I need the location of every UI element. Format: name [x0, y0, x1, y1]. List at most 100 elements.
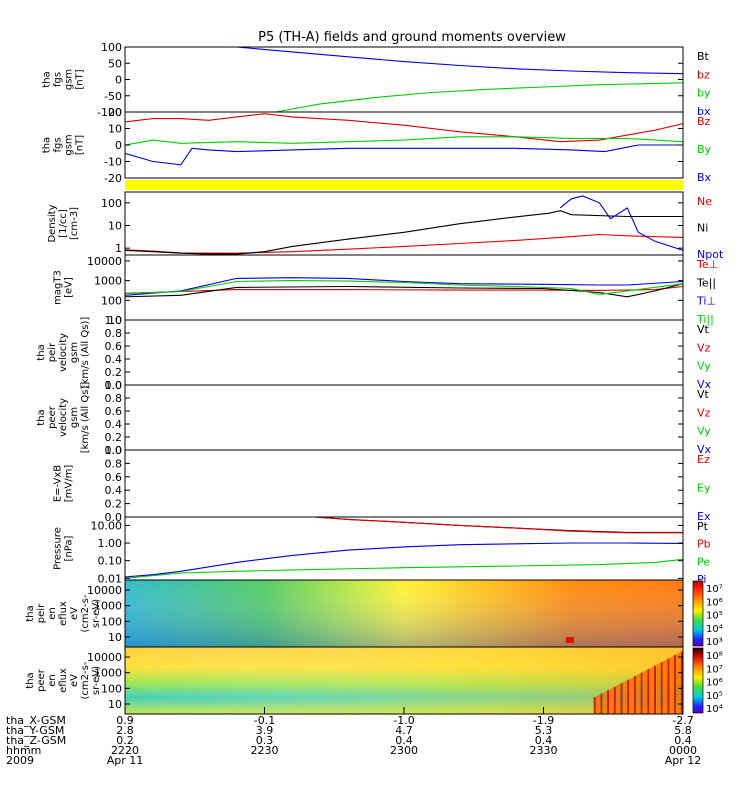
footer-label: 2009 — [6, 754, 34, 767]
x-tick-label: -1.0 — [393, 714, 414, 727]
x-tick-label: Apr 12 — [665, 754, 702, 767]
panel-fgs_dsl: 20 10 0 -10 -20 tha fgs gsm [nT] Bz By Bx — [42, 106, 712, 185]
spectrogram-streak — [627, 679, 630, 714]
spectrogram-streak — [671, 656, 674, 714]
y-axis-label: tha — [42, 71, 53, 87]
spectrogram-overlay — [125, 580, 683, 647]
x-tick-label: 5.8 — [674, 724, 692, 737]
spectrogram-streak — [618, 684, 621, 714]
y-tick-label: 1000 — [94, 667, 122, 680]
y-tick-label: 10.00 — [91, 519, 123, 532]
y-axis-label: sr-eV) — [91, 599, 102, 628]
spectrogram-streak — [678, 652, 681, 714]
y-axis-label: eV — [69, 607, 80, 620]
y-tick-label: 10 — [108, 631, 122, 644]
panel-frame — [124, 111, 684, 179]
series-line-Pb — [314, 516, 683, 534]
y-tick-label: 10 — [108, 123, 122, 136]
legend-entry: Vz — [697, 406, 711, 419]
series-line-Pi — [124, 542, 684, 578]
series-line-bx — [125, 46, 684, 75]
y-axis-label: tha — [25, 605, 36, 621]
panel-mode_bar — [125, 180, 683, 190]
y-tick-label: 0.0 — [105, 379, 123, 392]
legend-entry: Bz — [697, 115, 711, 128]
panel-peer_spectrogram: 10⁸ 10⁷ 10⁶ 10⁵ 10⁴ 10000 1000 100 10 tha peer en ef… — [25, 646, 723, 715]
y-tick-label: 1.0 — [105, 379, 123, 392]
y-tick-label: 1000 — [94, 275, 122, 288]
colorbar-tick-label: 10⁶ — [706, 678, 723, 689]
y-tick-label: 10000 — [87, 255, 122, 268]
y-tick-label: 1 — [115, 242, 122, 255]
legend-entry: Ex — [697, 510, 711, 523]
x-tick-label: 0.2 — [116, 734, 134, 747]
y-tick-label: 100 — [101, 682, 122, 695]
x-tick-label: 0000 — [669, 744, 697, 757]
series-line-Npot — [559, 195, 684, 251]
footer-label: hhmm — [6, 744, 41, 757]
y-tick-label: 20 — [108, 106, 122, 119]
y-axis-label: gsm — [64, 69, 75, 90]
y-tick-label: -20 — [104, 172, 122, 185]
y-tick-label: 0.4 — [105, 484, 123, 497]
spectrogram-streak — [642, 671, 645, 714]
spectrogram-overlay — [125, 647, 683, 714]
y-tick-label: 10 — [108, 219, 122, 232]
y-axis-label: en — [47, 607, 58, 620]
panel-frame — [124, 319, 684, 386]
y-tick-label: 50 — [108, 57, 122, 70]
colorbar — [692, 580, 704, 647]
colorbar-tick-label: 10⁴ — [706, 704, 723, 715]
spectrogram-streak — [604, 691, 607, 714]
spectrogram-streak — [658, 663, 661, 714]
series-line-Ne — [124, 233, 684, 254]
spectrogram-streak — [620, 683, 623, 714]
x-tick-label: 0.4 — [395, 734, 413, 747]
y-tick-label: 0.2 — [105, 431, 123, 444]
y-axis-label: [nPa] — [64, 535, 75, 561]
spectrogram-streak — [593, 697, 596, 714]
y-axis-label: [eV] — [64, 277, 75, 298]
y-axis-label: tha — [25, 672, 36, 688]
legend-entry: Vy — [697, 360, 711, 373]
y-axis-label: [km/s (All Qs)] — [80, 317, 91, 389]
series-line-Tperp_i — [124, 277, 684, 296]
chart-title: P5 (TH-A) fields and ground moments over… — [258, 30, 566, 45]
legend-entry: Ne — [697, 195, 712, 208]
spectrogram-streak — [609, 689, 612, 714]
y-axis-label: E=-VxB — [53, 465, 64, 502]
legend-entry: Ez — [697, 453, 710, 466]
y-tick-label: 0 — [115, 139, 122, 152]
y-axis-label: velocity — [58, 398, 69, 437]
y-axis-label: [cm-3] — [69, 207, 80, 240]
y-tick-label: 0.10 — [98, 555, 123, 568]
spectrogram-streak — [640, 672, 643, 714]
y-axis-label: magT3 — [53, 270, 64, 305]
spectrogram-streak — [665, 659, 668, 714]
spectrogram-streak — [607, 690, 610, 714]
x-tick-label: 2300 — [390, 744, 418, 757]
x-tick-label: 2330 — [530, 744, 558, 757]
colorbar-tick-label: 10⁷ — [706, 584, 723, 595]
y-axis-label: tha — [36, 409, 47, 425]
y-tick-label: 0.8 — [105, 392, 123, 405]
y-axis-label: Pressure — [53, 527, 64, 570]
y-tick-label: 0.2 — [105, 498, 123, 511]
y-axis-label: [km/s (All Qs)] — [80, 382, 91, 454]
y-tick-label: 1000 — [94, 600, 122, 613]
y-axis-label: peir — [36, 603, 47, 623]
panel-frame — [124, 449, 684, 518]
y-tick-label: 0.0 — [105, 511, 123, 524]
y-tick-label: 0.01 — [98, 572, 123, 585]
spectrogram-streak — [611, 687, 614, 714]
legend-entry: Vt — [697, 388, 710, 401]
spectrogram-streak — [616, 685, 619, 714]
y-axis-label: gsm — [69, 342, 80, 363]
legend-entry: Pb — [697, 538, 711, 551]
x-tick-label: -0.1 — [254, 714, 275, 727]
x-tick-label: 0.3 — [256, 734, 274, 747]
